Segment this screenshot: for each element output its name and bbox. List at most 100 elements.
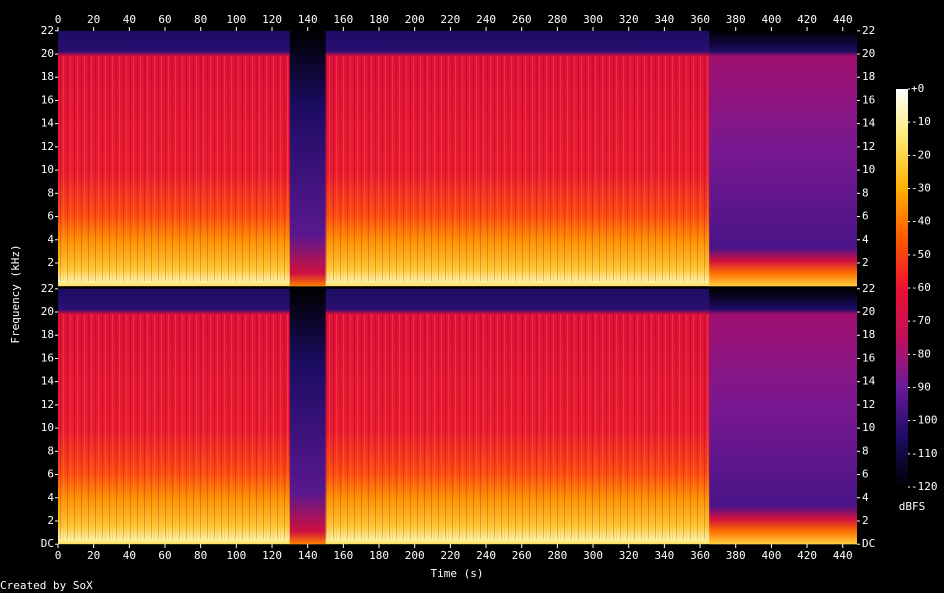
y-tick-label: 10	[862, 163, 875, 176]
x-tick-label: 40	[123, 549, 136, 562]
x-tick-label: 80	[194, 13, 207, 26]
y-tick-label: 12	[862, 398, 875, 411]
y-tick-label: 4	[862, 233, 869, 246]
x-tick-label: 420	[797, 549, 817, 562]
y-tick-label: 8	[862, 186, 869, 199]
y-tick-label: 20	[862, 305, 875, 318]
x-tick-label: 120	[262, 13, 282, 26]
x-tick-label: 340	[654, 13, 674, 26]
y-tick-label: DC	[862, 537, 875, 550]
spectrogram-tail	[709, 288, 857, 545]
x-tick-label: 0	[55, 13, 62, 26]
colorbar-tick-label: -120	[911, 480, 938, 493]
x-tick-label: 160	[333, 549, 353, 562]
x-tick-label: 180	[369, 549, 389, 562]
y-tick-label: 22	[862, 282, 875, 295]
x-tick-label: 240	[476, 13, 496, 26]
x-tick-label: 220	[440, 13, 460, 26]
y-tick-label: 6	[47, 210, 54, 223]
x-tick-label: 0	[55, 549, 62, 562]
y-tick-label: 10	[41, 163, 54, 176]
x-tick-label: 60	[158, 549, 171, 562]
colorbar-tick-label: -40	[911, 215, 931, 228]
y-tick-label: 18	[862, 328, 875, 341]
y-tick-label: 10	[862, 421, 875, 434]
colorbar-tick-label: -110	[911, 447, 938, 460]
y-tick-label: 8	[47, 186, 54, 199]
x-tick-label: 320	[619, 13, 639, 26]
spectrogram-gap	[289, 288, 326, 545]
y-tick-label: 18	[862, 70, 875, 83]
y-tick-label: 14	[41, 117, 55, 130]
y-tick-label: 2	[862, 514, 869, 527]
spectrogram-tail	[709, 30, 857, 287]
x-axis-label: Time (s)	[431, 567, 484, 580]
x-tick-label: 360	[690, 549, 710, 562]
y-tick-label: 20	[41, 305, 54, 318]
x-tick-label: 340	[654, 549, 674, 562]
y-tick-label: 4	[47, 491, 54, 504]
y-tick-label: 8	[862, 444, 869, 457]
x-tick-label: 20	[87, 13, 100, 26]
y-tick-label: 22	[41, 24, 54, 37]
x-tick-label: 40	[123, 13, 136, 26]
y-tick-label: 14	[862, 117, 876, 130]
colorbar-tick-label: -50	[911, 248, 931, 261]
y-tick-label: 22	[41, 282, 54, 295]
y-tick-label: 2	[47, 256, 54, 269]
colorbar	[896, 89, 908, 487]
colorbar-tick-label: -60	[911, 281, 931, 294]
x-tick-label: 20	[87, 549, 100, 562]
colorbar-tick-label: -20	[911, 148, 931, 161]
y-tick-label: 16	[41, 351, 54, 364]
x-tick-label: 280	[547, 549, 567, 562]
y-tick-label: 16	[41, 93, 54, 106]
x-tick-label: 420	[797, 13, 817, 26]
x-tick-label: 220	[440, 549, 460, 562]
x-tick-label: 200	[405, 549, 425, 562]
y-tick-label: 2	[862, 256, 869, 269]
y-tick-label: 4	[47, 233, 54, 246]
x-tick-label: 360	[690, 13, 710, 26]
y-tick-label: 14	[862, 375, 876, 388]
y-tick-label: 12	[862, 140, 875, 153]
y-tick-label: 18	[41, 70, 54, 83]
y-tick-label: 16	[862, 93, 875, 106]
x-tick-label: 280	[547, 13, 567, 26]
x-tick-label: 440	[833, 13, 853, 26]
x-tick-label: 260	[512, 13, 532, 26]
x-tick-label: 400	[761, 13, 781, 26]
x-tick-label: 320	[619, 549, 639, 562]
colorbar-tick-label: -80	[911, 347, 931, 360]
y-tick-label: 12	[41, 140, 54, 153]
colorbar-label: dBFS	[899, 500, 926, 513]
x-tick-label: 260	[512, 549, 532, 562]
spectrogram-gap	[289, 30, 326, 287]
x-tick-label: 140	[298, 13, 318, 26]
x-tick-label: 380	[726, 13, 746, 26]
y-tick-label: 16	[862, 351, 875, 364]
y-tick-label: 10	[41, 421, 54, 434]
x-tick-label: 100	[226, 549, 246, 562]
y-tick-label: 8	[47, 444, 54, 457]
credit: Created by SoX	[0, 579, 93, 592]
y-axis-label: Frequency (kHz)	[9, 244, 22, 343]
y-tick-label: 6	[862, 210, 869, 223]
colorbar-tick-label: -30	[911, 182, 931, 195]
colorbar-tick-label: +0	[911, 82, 924, 95]
x-tick-label: 100	[226, 13, 246, 26]
x-tick-label: 160	[333, 13, 353, 26]
colorbar-tick-label: -90	[911, 381, 931, 394]
y-tick-label: 6	[47, 468, 54, 481]
x-tick-label: 240	[476, 549, 496, 562]
x-tick-label: 200	[405, 13, 425, 26]
x-tick-label: 300	[583, 13, 603, 26]
y-tick-label: 12	[41, 398, 54, 411]
x-tick-label: 80	[194, 549, 207, 562]
y-tick-label: 22	[862, 24, 875, 37]
y-tick-label: 4	[862, 491, 869, 504]
colorbar-tick-label: -70	[911, 314, 931, 327]
x-tick-label: 380	[726, 549, 746, 562]
y-tick-label: 6	[862, 468, 869, 481]
x-tick-label: 440	[833, 549, 853, 562]
